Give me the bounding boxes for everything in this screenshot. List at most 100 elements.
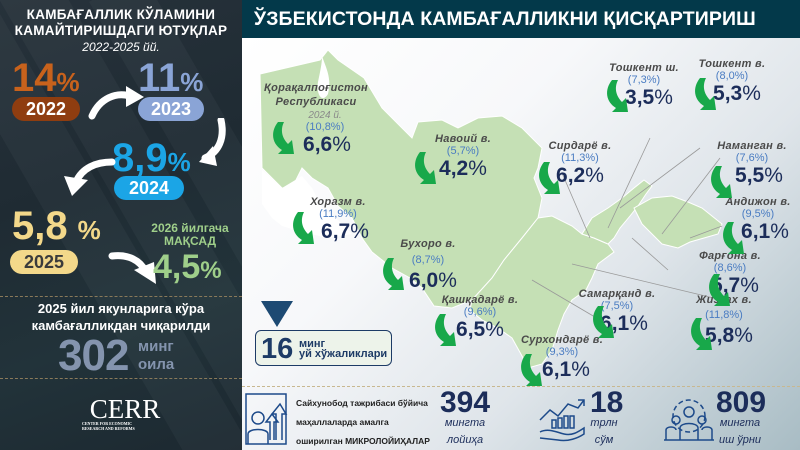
region-current-rate: 6,1% <box>542 358 590 381</box>
region-current-rate: 4,2% <box>439 157 487 180</box>
region-prev-rate: (11,9%) <box>319 208 357 220</box>
families-unit1: минг <box>138 338 174 355</box>
households-box: 16 минг уй хўжаликлари <box>255 330 392 366</box>
region-prev-rate: (7,6%) <box>735 152 769 164</box>
region-samarkand: Самарқанд в. (7,5%) 6,1% <box>572 288 662 335</box>
jobs-unit2: иш ўрни <box>718 434 762 446</box>
region-year-label: 2024 й. <box>308 110 342 121</box>
presentation-growth-icon <box>245 393 288 445</box>
region-current-rate: 6,7% <box>321 220 369 243</box>
region-current-rate: 6,1% <box>600 312 648 335</box>
left-title-line2: КАМАЙТИРИШДАГИ ЮТУҚЛАР <box>14 23 228 38</box>
region-prev-rate: (5,7%) <box>446 145 480 157</box>
region-name: Бухоро в. <box>400 238 456 250</box>
households-unit1: минг <box>299 338 326 350</box>
year-badge-2024: 2024 <box>114 176 184 200</box>
region-bukhara: Бухоро в. (8,7%) 6,0% <box>388 238 468 292</box>
divider <box>0 296 242 297</box>
region-name: Наманган в. <box>717 140 787 152</box>
rate-2022: 14% <box>12 56 80 100</box>
money-unit1: трлн <box>590 417 618 429</box>
households-unit2: уй хўжаликлари <box>299 348 388 360</box>
goal-label-line2: МАҚСАД <box>163 234 216 248</box>
region-name: Тошкент в. <box>698 58 766 70</box>
region-current-rate: 6,2% <box>556 164 604 187</box>
region-prev-rate: (11,8%) <box>705 309 743 321</box>
triangle-pointer-icon <box>261 301 293 327</box>
map-area: Қорақалпоғистон Республикаси 2024 й. (10… <box>242 38 800 450</box>
region-name: Самарқанд в. <box>578 288 656 300</box>
region-prev-rate: (9,6%) <box>463 306 497 318</box>
households-value: 16 <box>261 333 294 365</box>
region-name: Жиззах в. <box>696 294 752 306</box>
region-name: Республикаси <box>275 96 357 108</box>
bottom-description-line3: оширилган МИКРОЛОЙИҲАЛАР <box>296 436 430 446</box>
region-current-rate: 6,0% <box>409 269 457 292</box>
rate-2023: 11% <box>138 56 204 100</box>
region-prev-rate: (8,7%) <box>411 254 445 266</box>
money-unit2: сўм <box>594 434 614 446</box>
region-khorezm: Хоразм в. (11,9%) 6,7% <box>298 196 378 243</box>
region-name: Тошкент ш. <box>609 62 679 74</box>
jobs-unit1: мингта <box>719 417 761 429</box>
jobs-value: 809 <box>716 386 767 419</box>
logo-subtitle-1: CENTER FOR ECONOMIC <box>82 421 133 426</box>
page-title: ЎЗБЕКИСТОНДА КАМБАҒАЛЛИКНИ ҚИСҚАРТИРИШ <box>254 8 756 30</box>
money-value: 18 <box>590 386 624 419</box>
projects-unit1: мингта <box>444 417 486 429</box>
families-unit2: оила <box>138 356 175 373</box>
region-syrdarya: Сирдарё в. (11,3%) 6,2% <box>538 140 622 187</box>
logo-subtitle-2: RESEARCH AND REFORMS <box>82 425 135 431</box>
left-title-line1: КАМБАҒАЛЛИК КЎЛАМИНИ <box>26 7 216 22</box>
footer-line1: 2025 йил якунларига кўра <box>37 301 205 316</box>
projects-value: 394 <box>440 386 491 419</box>
central-region-shape <box>469 215 615 369</box>
region-andijan: Андижон в. (9,5%) 6,1% <box>718 196 798 243</box>
cerr-logo: CERR CENTER FOR ECONOMIC RESEARCH AND RE… <box>80 396 170 431</box>
region-prev-rate: (9,3%) <box>545 346 579 358</box>
region-surkhandarya: Сурхондарё в. (9,3%) 6,1% <box>514 334 610 381</box>
money-growth-icon <box>539 399 585 442</box>
region-navoi: Навоий в. (5,7%) 4,2% <box>418 133 508 180</box>
bottom-description-line1: Сайхунобод тажрибаси бўйича <box>296 398 428 408</box>
divider <box>0 378 242 379</box>
region-prev-rate: (11,3%) <box>561 152 599 164</box>
bottom-description-line2: маҳаллаларда амалга <box>296 417 389 427</box>
region-jizzakh: Жиззах в. (11,8%) 5,8% <box>682 294 766 347</box>
region-name: Қорақалпоғистон <box>264 82 368 94</box>
region-namangan: Наманган в. (7,6%) 5,5% <box>708 140 796 187</box>
families-value: 302 <box>58 331 129 380</box>
region-prev-rate: (9,5%) <box>741 208 775 220</box>
region-current-rate: 5,8% <box>705 324 753 347</box>
lake-cutout <box>262 170 352 238</box>
left-subtitle: 2022-2025 йй. <box>82 40 160 54</box>
curved-arrow-icon <box>199 118 226 166</box>
region-fergana: Фарғона в. (8,6%) 5,7% <box>688 250 772 297</box>
goal-rate: 4,5% <box>153 248 222 286</box>
region-name: Навоий в. <box>434 133 492 145</box>
team-gear-icon <box>664 399 714 441</box>
projects-unit2: лойиҳа <box>446 434 484 446</box>
region-name: Андижон в. <box>725 196 791 208</box>
header: ЎЗБЕКИСТОНДА КАМБАҒАЛЛИКНИ ҚИСҚАРТИРИШ <box>242 0 800 38</box>
curved-arrow-icon <box>108 252 156 284</box>
year-badge-2025: 2025 <box>10 250 78 274</box>
year-badge-2022: 2022 <box>12 97 80 121</box>
region-tashkent: Тошкент в. (8,0%) 5,3% <box>690 58 774 105</box>
region-current-rate: 5,3% <box>713 82 761 105</box>
region-karakalpakstan: Қорақалпоғистон Республикаси 2024 й. (10… <box>264 82 368 156</box>
region-current-rate: 6,5% <box>456 318 504 341</box>
region-current-rate: 6,1% <box>741 220 789 243</box>
region-prev-rate: (8,0%) <box>715 70 749 82</box>
year-badge-2023: 2023 <box>138 97 204 121</box>
curved-arrow-icon <box>64 158 116 196</box>
region-current-rate: 6,6% <box>303 133 351 156</box>
curved-arrow-icon <box>88 86 144 120</box>
region-kashkadarya: Қашқадарё в. (9,6%) 6,5% <box>432 294 528 341</box>
left-panel: КАМБАҒАЛЛИК КЎЛАМИНИ КАМАЙТИРИШДАГИ ЮТУҚ… <box>0 0 242 450</box>
region-name: Қашқадарё в. <box>441 294 519 306</box>
region-name: Сирдарё в. <box>548 140 612 152</box>
region-name: Сурхондарё в. <box>520 334 604 346</box>
region-name: Хоразм в. <box>310 196 366 208</box>
fergana-valley-shape <box>633 195 723 249</box>
